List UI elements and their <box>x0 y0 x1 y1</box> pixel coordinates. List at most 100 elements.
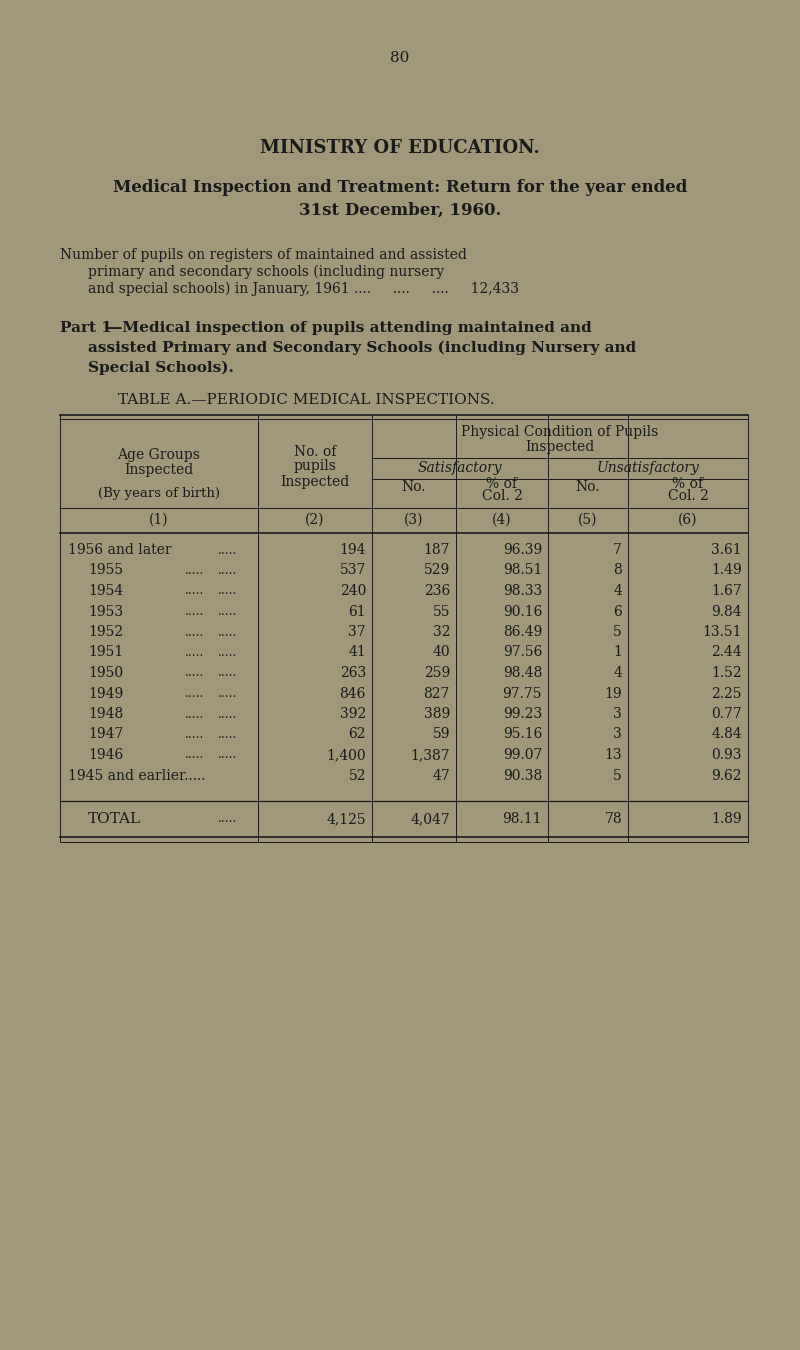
Text: .....: ..... <box>218 625 238 639</box>
Text: .....: ..... <box>185 687 204 701</box>
Text: 240: 240 <box>340 585 366 598</box>
Text: 1948: 1948 <box>88 707 123 721</box>
Text: .....: ..... <box>218 728 238 741</box>
Text: 4: 4 <box>613 666 622 680</box>
Text: 3: 3 <box>614 707 622 721</box>
Text: 86.49: 86.49 <box>502 625 542 639</box>
Text: 1946: 1946 <box>88 748 123 761</box>
Text: 1,387: 1,387 <box>410 748 450 761</box>
Text: 263: 263 <box>340 666 366 680</box>
Text: 187: 187 <box>423 543 450 558</box>
Text: 40: 40 <box>432 645 450 660</box>
Text: .....: ..... <box>185 625 204 639</box>
Text: .....: ..... <box>185 748 204 761</box>
Text: 1.52: 1.52 <box>711 666 742 680</box>
Text: 47: 47 <box>432 768 450 783</box>
Text: .....: ..... <box>218 564 238 576</box>
Text: 59: 59 <box>433 728 450 741</box>
Text: pupils: pupils <box>294 459 337 472</box>
Text: .....: ..... <box>185 707 204 721</box>
Text: MINISTRY OF EDUCATION.: MINISTRY OF EDUCATION. <box>260 139 540 157</box>
Text: (4): (4) <box>492 513 512 526</box>
Text: 1947: 1947 <box>88 728 123 741</box>
Text: .....: ..... <box>218 605 238 618</box>
Text: 1951: 1951 <box>88 645 123 660</box>
Text: .....: ..... <box>218 585 238 598</box>
Text: 99.23: 99.23 <box>502 707 542 721</box>
Text: 1955: 1955 <box>88 563 123 578</box>
Text: .....: ..... <box>218 647 238 659</box>
Text: TOTAL: TOTAL <box>88 811 141 826</box>
Text: 0.77: 0.77 <box>711 707 742 721</box>
Text: (5): (5) <box>578 513 598 526</box>
Text: 4.84: 4.84 <box>711 728 742 741</box>
Text: .....: ..... <box>218 813 238 825</box>
Text: 37: 37 <box>348 625 366 639</box>
Text: 90.38: 90.38 <box>502 768 542 783</box>
Text: (3): (3) <box>404 513 424 526</box>
Text: 2.44: 2.44 <box>711 645 742 660</box>
Text: 3: 3 <box>614 728 622 741</box>
Text: 537: 537 <box>340 563 366 578</box>
Text: .....: ..... <box>218 544 238 556</box>
Text: 1950: 1950 <box>88 666 123 680</box>
Text: 19: 19 <box>604 687 622 701</box>
Text: 1949: 1949 <box>88 687 123 701</box>
Text: 4: 4 <box>613 585 622 598</box>
Text: 1,400: 1,400 <box>326 748 366 761</box>
Text: .....: ..... <box>218 667 238 679</box>
Text: 389: 389 <box>424 707 450 721</box>
Text: 2.25: 2.25 <box>711 687 742 701</box>
Text: 1945 and earlier.....: 1945 and earlier..... <box>68 768 206 783</box>
Text: 98.33: 98.33 <box>502 585 542 598</box>
Text: 5: 5 <box>614 625 622 639</box>
Text: 529: 529 <box>424 563 450 578</box>
Text: 55: 55 <box>433 605 450 618</box>
Text: .....: ..... <box>185 585 204 598</box>
Text: (By years of birth): (By years of birth) <box>98 487 220 501</box>
Text: 13.51: 13.51 <box>702 625 742 639</box>
Text: Unsatisfactory: Unsatisfactory <box>597 460 699 475</box>
Text: .....: ..... <box>185 647 204 659</box>
Text: 1956 and later: 1956 and later <box>68 543 172 558</box>
Text: No.: No. <box>402 481 426 494</box>
Text: .....: ..... <box>185 728 204 741</box>
Text: 5: 5 <box>614 768 622 783</box>
Text: 96.39: 96.39 <box>502 543 542 558</box>
Text: 0.93: 0.93 <box>711 748 742 761</box>
Text: 4,125: 4,125 <box>326 811 366 826</box>
Text: % of: % of <box>486 477 518 491</box>
Text: 827: 827 <box>424 687 450 701</box>
Text: 7: 7 <box>613 543 622 558</box>
Text: 9.62: 9.62 <box>711 768 742 783</box>
Text: 90.16: 90.16 <box>502 605 542 618</box>
Text: TABLE A.—PERIODIC MEDICAL INSPECTIONS.: TABLE A.—PERIODIC MEDICAL INSPECTIONS. <box>118 393 494 406</box>
Text: 32: 32 <box>433 625 450 639</box>
Text: Inspected: Inspected <box>280 475 350 489</box>
Text: 3.61: 3.61 <box>711 543 742 558</box>
Text: 392: 392 <box>340 707 366 721</box>
Text: Col. 2: Col. 2 <box>482 489 522 504</box>
Text: Part 1: Part 1 <box>60 321 112 335</box>
Text: 1952: 1952 <box>88 625 123 639</box>
Text: (6): (6) <box>678 513 698 526</box>
Text: 846: 846 <box>340 687 366 701</box>
Text: No. of: No. of <box>294 446 336 459</box>
Text: 194: 194 <box>339 543 366 558</box>
Text: .....: ..... <box>185 667 204 679</box>
Text: 98.11: 98.11 <box>502 811 542 826</box>
Text: .....: ..... <box>218 707 238 721</box>
Text: 1.67: 1.67 <box>711 585 742 598</box>
Text: Medical Inspection and Treatment: Return for the year ended: Medical Inspection and Treatment: Return… <box>113 180 687 197</box>
Text: 4,047: 4,047 <box>410 811 450 826</box>
Text: 98.51: 98.51 <box>502 563 542 578</box>
Text: Satisfactory: Satisfactory <box>418 460 502 475</box>
Text: 1.49: 1.49 <box>711 563 742 578</box>
Text: Physical Condition of Pupils: Physical Condition of Pupils <box>462 425 658 439</box>
Text: .....: ..... <box>185 605 204 618</box>
Text: 97.56: 97.56 <box>502 645 542 660</box>
Text: 1953: 1953 <box>88 605 123 618</box>
Text: Inspected: Inspected <box>526 440 594 454</box>
Text: Inspected: Inspected <box>124 463 194 477</box>
Text: 97.75: 97.75 <box>502 687 542 701</box>
